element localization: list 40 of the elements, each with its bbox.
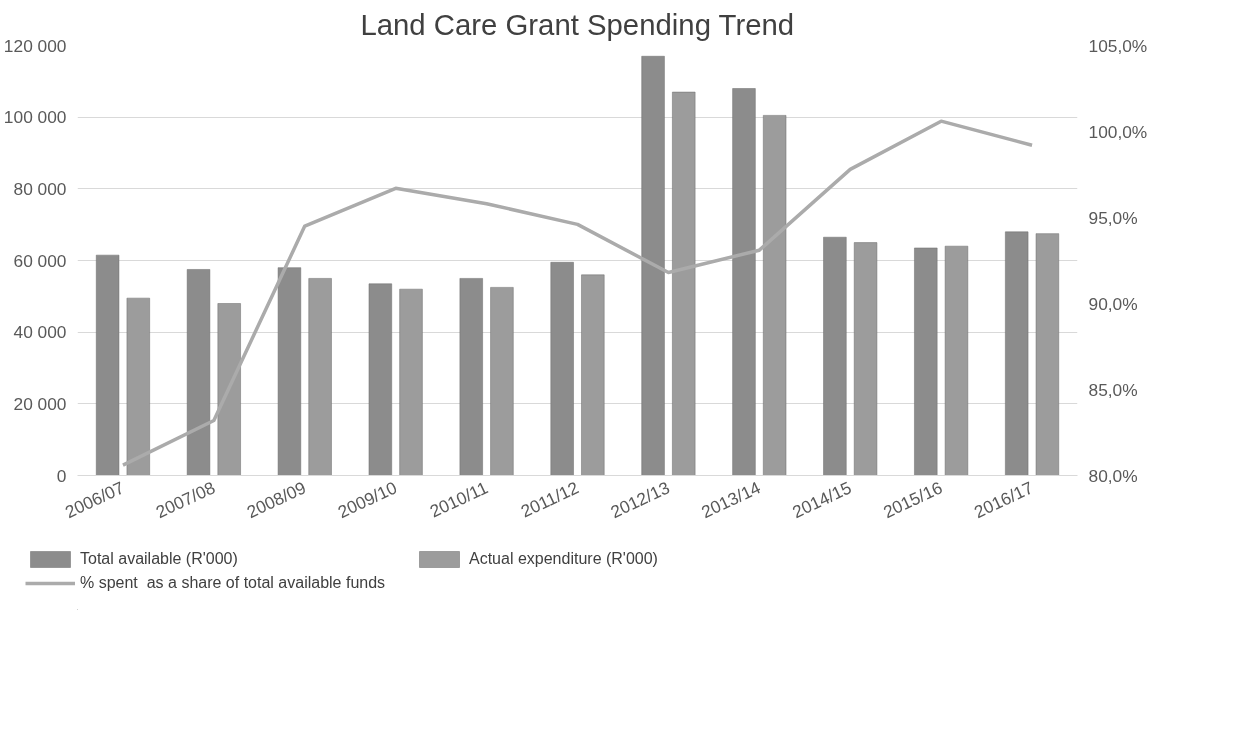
line-series — [121, 119, 1034, 467]
bar — [1035, 233, 1059, 476]
bar — [186, 269, 211, 476]
y2-tick-label: 80,0% — [1088, 465, 1138, 486]
legend-label: % spent as a share of total available funds — [80, 574, 387, 592]
bar — [581, 274, 605, 476]
bar — [217, 303, 241, 476]
bar — [277, 267, 302, 476]
bar — [459, 278, 483, 476]
bar — [853, 242, 878, 476]
legend-label: Total available (R'000) — [80, 550, 239, 568]
bar — [96, 254, 120, 476]
y-tick-label: 40 000 — [13, 322, 67, 343]
bar — [914, 247, 938, 476]
y-tick-label: 80 000 — [13, 178, 67, 199]
bar — [399, 288, 423, 476]
bar — [944, 245, 969, 476]
bar — [550, 262, 574, 476]
chart-title: Land Care Grant Spending Trend — [360, 7, 795, 41]
bar — [732, 88, 756, 476]
bar — [490, 287, 514, 476]
bar — [823, 236, 847, 476]
y2-tick-label: 95,0% — [1088, 207, 1138, 228]
y-tick-label: 120 000 — [3, 35, 67, 56]
legend-label: Actual expenditure (R'000) — [469, 550, 659, 568]
bar — [672, 91, 696, 476]
bar — [368, 283, 392, 476]
y2-tick-label: 90,0% — [1088, 293, 1138, 314]
y-tick-label: 0 — [56, 465, 67, 486]
bar — [308, 278, 332, 476]
bar — [641, 56, 665, 476]
bar — [763, 115, 787, 476]
y-tick-label: 100 000 — [3, 107, 67, 128]
bar — [1005, 231, 1029, 476]
y2-tick-label: 85,0% — [1088, 379, 1138, 400]
y-tick-label: 20 000 — [13, 393, 67, 414]
bar — [126, 297, 150, 476]
y-tick-label: 60 000 — [13, 250, 67, 271]
y2-tick-label: 105,0% — [1088, 35, 1148, 56]
y2-tick-label: 100,0% — [1088, 121, 1148, 142]
